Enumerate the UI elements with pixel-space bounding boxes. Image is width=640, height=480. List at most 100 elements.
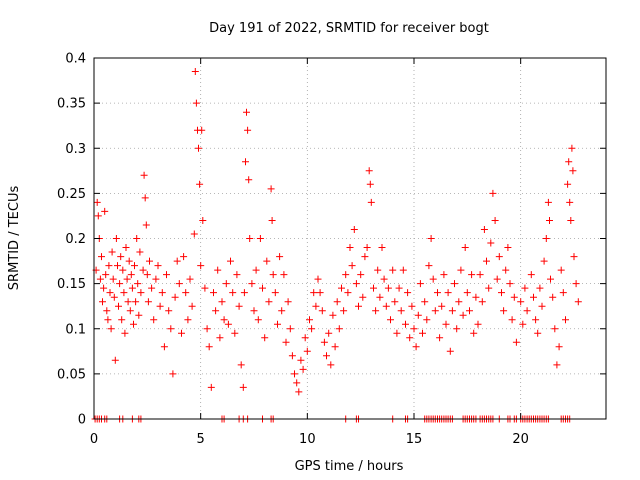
data-point [131,262,138,270]
data-point [135,311,143,319]
data-point [534,329,542,337]
data-point [540,257,548,265]
data-point [110,293,118,301]
data-point [519,320,527,328]
data-point [268,217,276,224]
data-point [293,379,301,387]
data-point [191,68,199,75]
data-point [139,266,147,274]
data-point [160,343,168,351]
data-point [104,316,112,324]
data-point [408,302,416,310]
data-point [242,158,249,166]
data-point [280,271,288,279]
data-point [192,99,200,107]
data-point [453,325,461,333]
data-point [291,370,298,378]
data-point [333,298,341,306]
data-point [263,257,271,265]
data-point [329,311,337,319]
data-point [306,316,313,324]
data-point [442,320,450,328]
data-point [295,388,303,396]
data-point [282,338,290,346]
data-point [254,316,262,324]
data-point [101,207,109,215]
data-point [301,334,309,342]
data-point [136,248,144,256]
data-point [451,280,458,288]
data-point [502,266,510,274]
data-point [461,244,469,251]
data-point [320,338,328,346]
data-point [363,244,371,251]
grid-lines [94,58,606,419]
data-point [574,298,582,306]
data-point [100,284,108,292]
data-point [485,284,493,292]
data-point [205,343,213,351]
data-point [350,226,358,233]
data-point [196,180,204,188]
data-point [538,302,546,310]
data-point [423,316,431,324]
data-point [107,325,115,333]
data-point [551,325,559,333]
data-point [269,271,277,279]
data-point [198,126,206,134]
data-point [276,253,284,261]
data-point [128,284,136,292]
data-point [544,198,552,206]
data-point [314,275,322,283]
data-point [391,298,399,306]
data-point [569,167,577,175]
data-point [212,307,220,315]
data-point [303,347,311,355]
data-point [108,248,116,256]
data-point [152,275,160,283]
data-point [158,289,166,297]
data-point [156,302,164,310]
data-point [114,262,121,270]
data-point [184,316,192,324]
data-point [316,289,324,297]
data-point [521,284,529,292]
data-point [468,271,476,279]
data-point [344,289,352,297]
data-point [98,253,105,261]
data-point [512,338,520,346]
data-point [323,352,330,360]
data-point [297,356,305,364]
data-point [167,325,175,333]
data-point [227,257,234,265]
x-tick-label: 0 [90,432,98,447]
data-point [359,293,367,301]
data-point [318,307,326,315]
data-point [115,302,122,310]
data-point [171,293,179,301]
data-point [299,365,307,373]
data-point [237,361,245,369]
data-point [96,275,104,283]
data-point [163,271,170,279]
data-point [546,217,553,224]
data-point [493,275,501,283]
data-point [231,329,239,337]
data-point [434,289,441,297]
data-point [504,244,512,251]
data-point [154,262,162,270]
data-point [532,316,540,324]
data-point [440,271,448,279]
data-point [372,307,380,315]
data-point [374,266,382,274]
data-point [567,217,575,224]
data-point [235,302,243,310]
data-point [116,280,124,288]
data-point [370,284,377,292]
data-point [308,325,316,333]
data-point [406,334,414,342]
data-point [402,320,409,328]
data-point [102,271,110,279]
data-point [126,307,134,315]
data-point [393,329,401,337]
